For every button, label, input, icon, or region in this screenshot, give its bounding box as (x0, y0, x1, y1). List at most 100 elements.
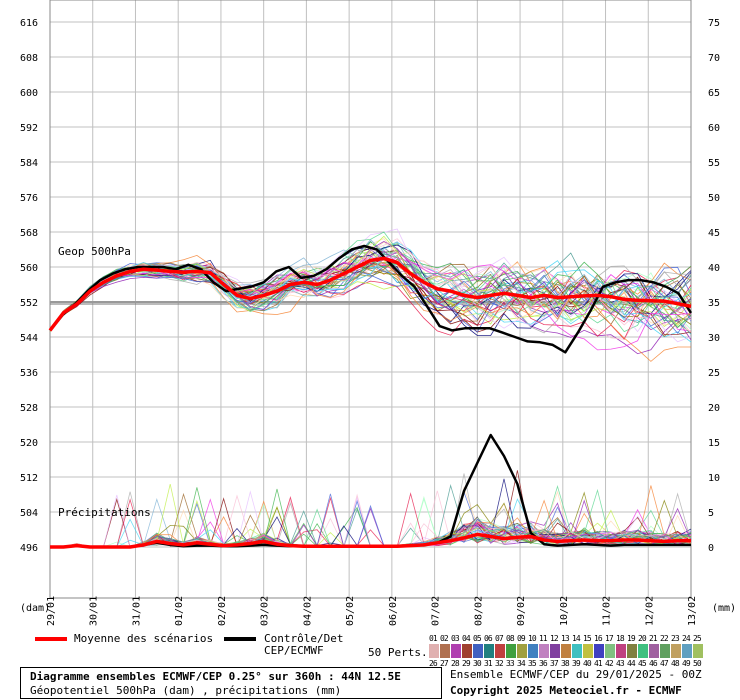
member-number-label: 38 (561, 659, 570, 668)
y-left-tick-label: 528 (20, 403, 38, 414)
member-number-label: 01 (429, 634, 438, 643)
member-number-label: 23 (671, 634, 680, 643)
member-number-label: 34 (517, 659, 526, 668)
y-left-tick-label: 608 (20, 53, 38, 64)
y-right-tick-label: 55 (708, 158, 720, 169)
member-number-label: 31 (484, 659, 493, 668)
y-right-tick-label: 15 (708, 438, 720, 449)
member-color-swatch (473, 644, 483, 651)
member-color-swatch (539, 651, 549, 658)
member-number-label: 12 (550, 634, 559, 643)
member-color-swatch (440, 651, 450, 658)
member-number-label: 35 (528, 659, 537, 668)
x-tick-label: 30/01 (89, 596, 100, 626)
member-number-label: 18 (616, 634, 625, 643)
member-color-swatch (517, 644, 527, 651)
member-number-label: 47 (660, 659, 669, 668)
member-color-swatch (484, 651, 494, 658)
right-unit-label: (mm) (712, 603, 736, 614)
mean-geop-line (48, 256, 692, 332)
y-left-tick-label: 552 (20, 298, 38, 309)
x-tick-label: 31/01 (131, 596, 142, 626)
x-tick-label: 06/02 (388, 596, 399, 626)
member-color-swatch (561, 651, 571, 658)
member-color-swatch (506, 644, 516, 651)
y-right-tick-label: 70 (708, 53, 720, 64)
y-right-tick-label: 40 (708, 263, 720, 274)
member-number-label: 14 (572, 634, 581, 643)
member-number-label: 33 (506, 659, 515, 668)
x-tick-label: 07/02 (431, 596, 442, 626)
axis-labels: 29/01 30/01 31/01 01/02 02/02 03/02 04/02 05/02… (20, 18, 720, 626)
x-tick-label: 29/01 (46, 596, 57, 626)
footer-copyright: Copyright 2025 Meteociel.fr - ECMWF (450, 684, 682, 697)
member-swatches: 01 02 03 04 05 06 07 08 09 10 11 12 13 14 15 16 17 18 19 20… (429, 634, 705, 668)
y-left-tick-label: 576 (20, 193, 38, 204)
member-number-label: 17 (605, 634, 614, 643)
member-number-label: 42 (605, 659, 614, 668)
y-right-tick-label: 35 (708, 298, 720, 309)
member-color-swatch (451, 651, 461, 658)
member-number-label: 39 (572, 659, 581, 668)
member-number-label: 40 (583, 659, 592, 668)
member-color-swatch (671, 644, 681, 651)
member-number-label: 16 (594, 634, 603, 643)
member-number-label: 30 (473, 659, 482, 668)
y-left-tick-label: 584 (20, 158, 38, 169)
member-color-swatch (627, 651, 637, 658)
y-right-tick-label: 65 (708, 88, 720, 99)
member-color-swatch (572, 644, 582, 651)
y-right-tick-label: 30 (708, 333, 720, 344)
member-number-label: 22 (660, 634, 669, 643)
member-number-label: 15 (583, 634, 592, 643)
member-color-swatch (693, 651, 703, 658)
member-number-label: 41 (594, 659, 603, 668)
member-color-swatch (440, 644, 450, 651)
member-color-swatch (528, 651, 538, 658)
member-color-swatch (583, 651, 593, 658)
x-tick-label: 09/02 (516, 596, 527, 626)
member-color-swatch (484, 644, 494, 651)
member-color-swatch (495, 651, 505, 658)
member-number-label: 28 (451, 659, 460, 668)
x-tick-label: 02/02 (217, 596, 228, 626)
member-color-swatch (462, 644, 472, 651)
legend-control-label-2: CEP/ECMWF (264, 644, 324, 657)
member-color-swatch (660, 644, 670, 651)
y-left-tick-label: 496 (20, 543, 38, 554)
legend-control-swatch (224, 637, 256, 641)
member-number-label: 10 (528, 634, 537, 643)
member-color-swatch (495, 644, 505, 651)
member-color-swatch (473, 651, 483, 658)
member-number-label: 50 (693, 659, 702, 668)
footer-title-line2: Géopotentiel 500hPa (dam) , précipitatio… (30, 684, 342, 697)
perturbation-geop-line (49, 244, 692, 336)
member-color-swatch (506, 651, 516, 658)
member-number-label: 09 (517, 634, 526, 643)
footer-title-line1: Diagramme ensembles ECMWF/CEP 0.25° sur … (30, 670, 401, 683)
member-number-label: 02 (440, 634, 449, 643)
y-left-tick-label: 600 (20, 88, 38, 99)
member-color-swatch (605, 644, 615, 651)
member-number-label: 46 (649, 659, 658, 668)
member-color-swatch (539, 644, 549, 651)
member-color-swatch (550, 651, 560, 658)
mean-precip-line (50, 532, 691, 549)
x-tick-label: 01/02 (174, 596, 185, 626)
x-tick-label: 11/02 (602, 596, 613, 626)
member-color-swatch (572, 651, 582, 658)
member-number-label: 03 (451, 634, 460, 643)
y-left-tick-label: 512 (20, 473, 38, 484)
member-color-swatch (660, 651, 670, 658)
y-right-tick-label: 0 (708, 543, 714, 554)
main-series (48, 244, 693, 549)
perturbation-geop-line (49, 263, 692, 334)
member-color-swatch (583, 644, 593, 651)
member-color-swatch (550, 644, 560, 651)
member-number-label: 07 (495, 634, 504, 643)
x-tick-label: 12/02 (644, 596, 655, 626)
member-color-swatch (451, 644, 461, 651)
legend-control-label-1: Contrôle/Det (264, 632, 344, 645)
member-color-swatch (638, 644, 648, 651)
legend-mean-swatch (35, 637, 67, 641)
